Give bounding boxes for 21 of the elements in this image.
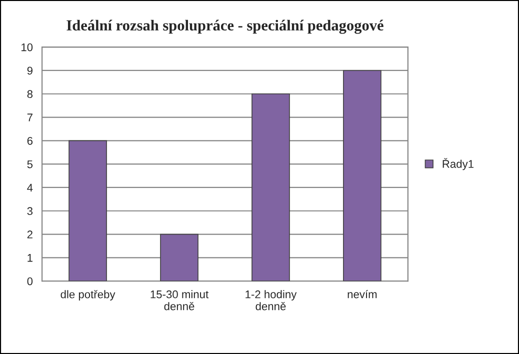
x-tick-label: 1-2 hodiny denně xyxy=(246,290,297,310)
legend-label: Řady1 xyxy=(442,158,474,170)
y-tick-label: 4 xyxy=(27,184,33,192)
y-tick-label: 0 xyxy=(27,277,33,286)
bar xyxy=(160,234,198,282)
x-tick-label: nevím xyxy=(348,290,377,298)
x-tick-label: dle potřeby xyxy=(60,290,116,300)
x-tick-label: 15-30 minut denně xyxy=(150,290,209,310)
chart-title: Ideální rozsah spolupráce - speciální pedagogové xyxy=(66,20,384,34)
y-tick-label: 8 xyxy=(27,90,33,98)
y-tick-label: 7 xyxy=(27,114,32,122)
bar xyxy=(343,70,382,282)
y-tick-label: 6 xyxy=(27,136,33,145)
y-tick-label: 5 xyxy=(27,160,33,168)
y-tick-label: 3 xyxy=(27,207,33,216)
y-tick-label: 10 xyxy=(22,43,33,52)
y-tick-label: 2 xyxy=(27,230,32,238)
y-tick-label: 9 xyxy=(27,66,32,75)
bar xyxy=(68,140,107,282)
y-tick-label: 1 xyxy=(28,254,32,262)
bar xyxy=(252,93,290,282)
